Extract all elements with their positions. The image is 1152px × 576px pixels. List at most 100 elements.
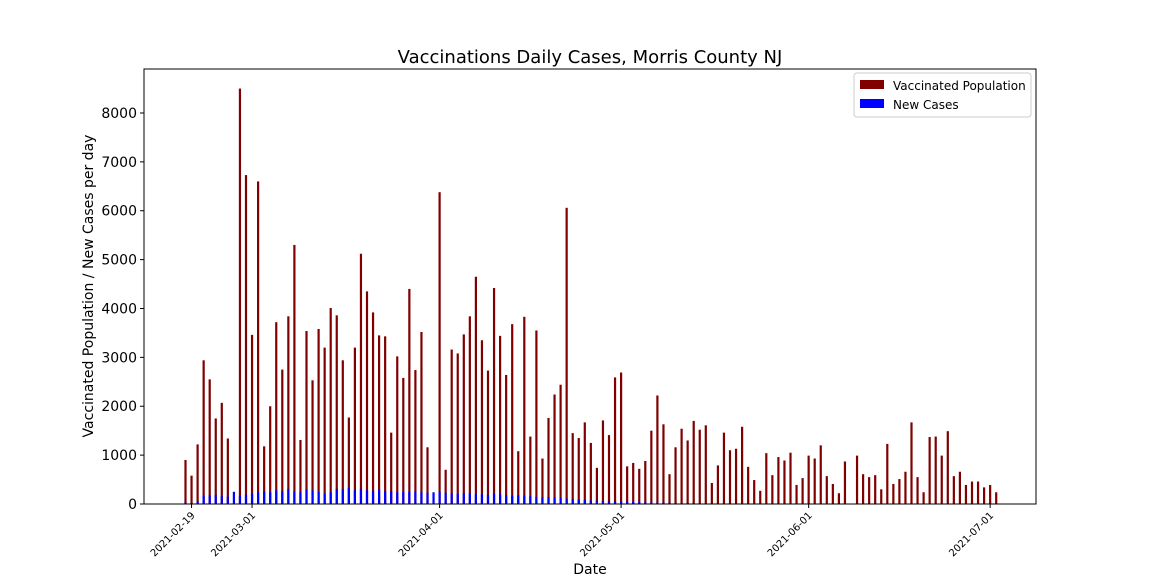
x-tick-label: 2021-04-01 xyxy=(397,510,446,559)
bar-new-cases xyxy=(378,489,381,504)
x-tick-label: 2021-06-01 xyxy=(766,510,815,559)
bar-vaccinated xyxy=(807,455,810,504)
bar-new-cases xyxy=(480,494,484,504)
bar-new-cases xyxy=(553,497,556,504)
bar-vaccinated xyxy=(257,181,260,505)
bar-new-cases xyxy=(214,494,217,504)
legend-box xyxy=(853,72,1032,118)
bars-layer xyxy=(184,88,1022,505)
bar-vaccinated xyxy=(462,334,465,504)
bar-vaccinated xyxy=(474,276,477,504)
bar-new-cases xyxy=(432,492,435,504)
y-tick-label: 4000 xyxy=(101,301,137,317)
legend-swatch-vaccinated xyxy=(860,80,884,89)
bar-new-cases xyxy=(644,502,647,504)
bar-new-cases xyxy=(523,495,526,504)
bar-new-cases xyxy=(414,491,417,504)
bar-vaccinated xyxy=(638,468,641,504)
bar-new-cases xyxy=(577,499,580,504)
bar-new-cases xyxy=(263,491,266,504)
bar-new-cases xyxy=(220,496,223,504)
bar-vaccinated xyxy=(523,316,526,504)
bar-vaccinated xyxy=(916,477,919,504)
bar-new-cases xyxy=(396,492,399,504)
bar-vaccinated xyxy=(529,436,532,504)
bar-vaccinated xyxy=(589,442,592,504)
y-tick-label: 8000 xyxy=(101,106,137,122)
bar-new-cases xyxy=(571,499,574,504)
x-tick-label: 2021-07-01 xyxy=(947,510,996,559)
bar-vaccinated xyxy=(583,422,586,504)
bar-vaccinated xyxy=(287,316,290,504)
bar-new-cases xyxy=(559,498,562,504)
bar-vaccinated xyxy=(601,420,605,504)
y-axis-label: Vaccinated Population / New Cases per da… xyxy=(81,135,97,438)
bar-vaccinated xyxy=(910,422,913,504)
bar-new-cases xyxy=(323,493,326,504)
bar-vaccinated xyxy=(341,360,344,504)
bar-vaccinated xyxy=(263,446,266,504)
bar-vaccinated xyxy=(607,435,611,504)
bar-vaccinated xyxy=(353,347,356,504)
bar-vaccinated xyxy=(765,453,768,504)
bar-new-cases xyxy=(353,490,356,504)
bar-new-cases xyxy=(583,500,586,504)
bar-vaccinated xyxy=(632,462,635,504)
y-tick-label: 7000 xyxy=(101,155,137,171)
legend-label-new-cases: New Cases xyxy=(893,98,959,112)
bar-vaccinated xyxy=(650,430,653,504)
bar-vaccinated xyxy=(269,406,272,504)
bar-new-cases xyxy=(335,488,338,504)
bar-vaccinated xyxy=(359,253,363,504)
bar-vaccinated xyxy=(692,420,695,504)
x-axis: 2021-02-19 2021-03-01 2021-04-01 2021-05-01… xyxy=(149,504,996,559)
x-tick-label: 2021-03-01 xyxy=(209,510,258,559)
bar-vaccinated xyxy=(226,438,229,504)
bar-vaccinated xyxy=(686,440,689,504)
legend: Vaccinated Population New Cases xyxy=(853,72,1032,118)
bar-new-cases xyxy=(269,492,272,504)
bar-vaccinated xyxy=(505,374,508,504)
bar-vaccinated xyxy=(250,334,254,504)
bar-vaccinated xyxy=(499,335,502,504)
bar-vaccinated xyxy=(952,476,955,504)
bar-vaccinated xyxy=(674,447,677,504)
bar-new-cases xyxy=(402,491,405,504)
bar-new-cases xyxy=(202,495,205,504)
bar-new-cases xyxy=(305,489,308,504)
bar-new-cases xyxy=(486,494,490,504)
bar-vaccinated xyxy=(390,432,393,504)
bar-new-cases xyxy=(456,493,459,504)
bar-vaccinated xyxy=(983,487,986,504)
bar-vaccinated xyxy=(480,340,484,504)
bar-vaccinated xyxy=(202,360,205,504)
bar-vaccinated xyxy=(741,426,744,504)
bar-vaccinated xyxy=(777,457,780,504)
bar-vaccinated xyxy=(644,460,647,504)
bar-vaccinated xyxy=(819,445,822,504)
bar-new-cases xyxy=(650,502,653,504)
bar-new-cases xyxy=(196,501,199,504)
bar-new-cases xyxy=(529,496,532,504)
bar-vaccinated xyxy=(299,439,302,504)
bar-vaccinated xyxy=(613,377,617,504)
bar-new-cases xyxy=(462,493,465,504)
bar-vaccinated xyxy=(722,432,726,504)
bar-new-cases xyxy=(668,502,671,504)
bar-new-cases xyxy=(232,491,235,504)
bar-vaccinated xyxy=(862,474,865,504)
bar-vaccinated xyxy=(311,380,314,504)
x-tick-label: 2021-02-19 xyxy=(149,510,198,559)
bar-vaccinated xyxy=(946,431,949,504)
bar-vaccinated xyxy=(238,88,242,505)
bar-vaccinated xyxy=(747,466,750,504)
bar-vaccinated xyxy=(365,291,369,504)
bar-vaccinated xyxy=(408,288,411,504)
bar-vaccinated xyxy=(734,448,738,504)
bar-new-cases xyxy=(287,488,290,504)
bar-vaccinated xyxy=(565,207,568,504)
bar-new-cases xyxy=(184,502,187,504)
bar-vaccinated xyxy=(190,475,193,504)
bar-vaccinated xyxy=(378,335,381,504)
bar-new-cases xyxy=(347,487,350,504)
